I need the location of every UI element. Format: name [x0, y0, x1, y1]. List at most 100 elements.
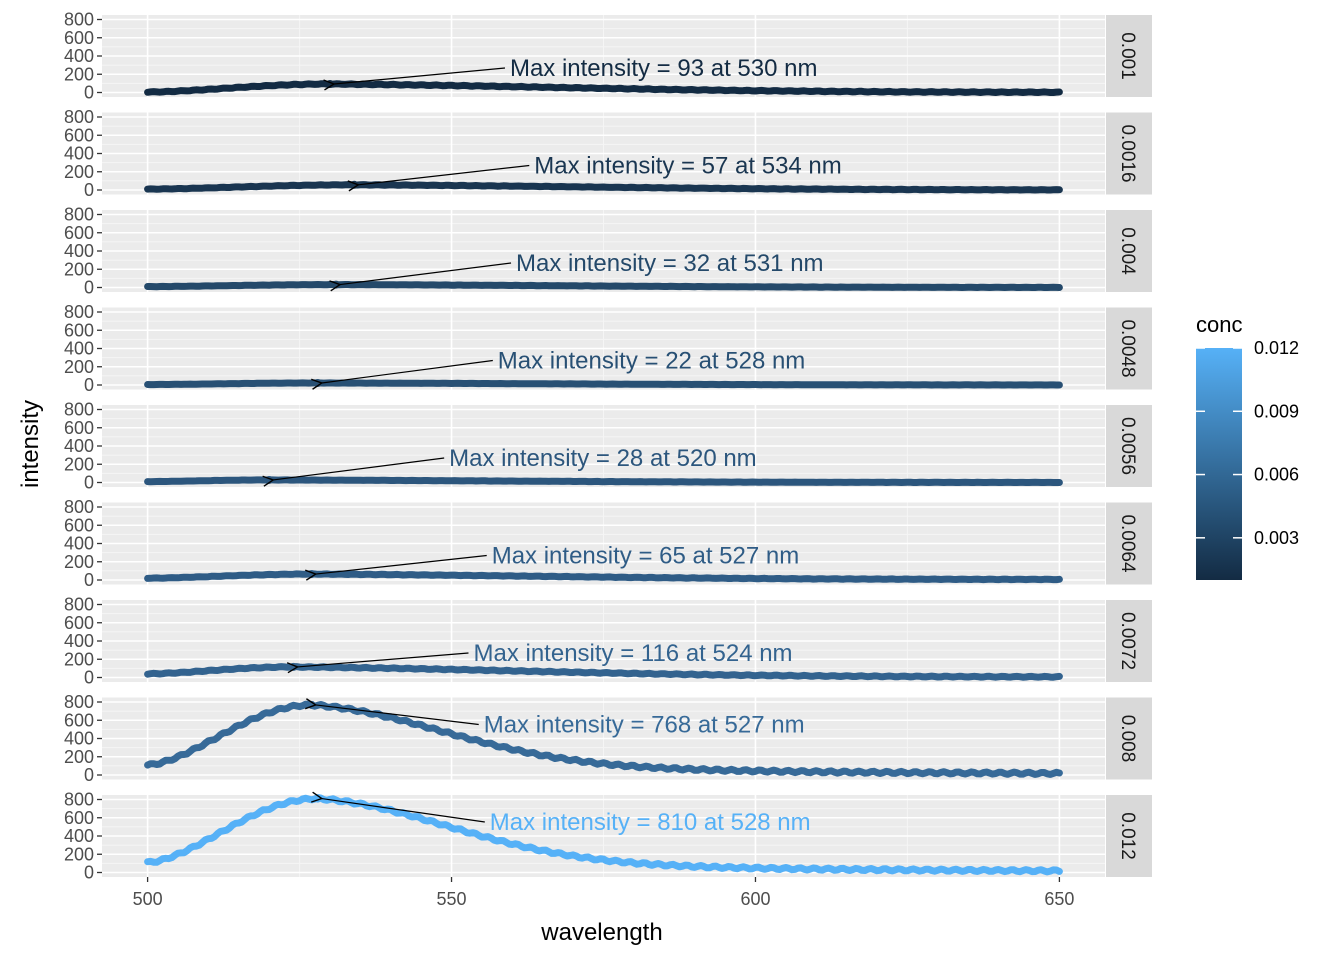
facet-strip: [1106, 502, 1152, 585]
facet-strip: [1106, 15, 1152, 97]
x-axis-title: wavelength: [540, 919, 662, 946]
y-tick-label: 600: [64, 223, 94, 243]
y-tick-label: 600: [64, 613, 94, 633]
y-tick-label: 800: [64, 400, 94, 420]
y-tick-label: 800: [64, 692, 94, 712]
y-tick-label: 800: [64, 595, 94, 615]
y-tick-label: 0: [84, 83, 94, 103]
facet-strip-label: 0.001: [1117, 32, 1138, 80]
x-tick-label: 500: [133, 889, 163, 909]
series-line: [144, 570, 1063, 584]
y-tick-label: 600: [64, 28, 94, 48]
annotation-text: Max intensity = 93 at 530 nm: [510, 55, 817, 82]
peak-point: [325, 80, 334, 89]
series-line: [144, 794, 1063, 876]
y-tick-label: 800: [64, 10, 94, 30]
annotation-text: Max intensity = 28 at 520 nm: [449, 445, 757, 472]
x-tick-label: 600: [740, 889, 770, 909]
peak-point: [313, 794, 322, 803]
y-tick-label: 0: [84, 180, 94, 200]
y-tick-label: 400: [64, 534, 94, 554]
y-tick-label: 400: [64, 631, 94, 651]
facet-strip-label: 0.0048: [1117, 319, 1138, 377]
legend-tick-label: 0.012: [1254, 338, 1299, 358]
y-tick-label: 200: [64, 259, 94, 279]
y-tick-label: 200: [64, 64, 94, 84]
series-line: [144, 700, 1063, 778]
peak-point: [265, 475, 274, 484]
y-tick-label: 800: [64, 107, 94, 127]
annotation-text: Max intensity = 57 at 534 nm: [534, 153, 842, 180]
annotation-text: Max intensity = 32 at 531 nm: [516, 250, 824, 277]
annotation-text: Max intensity = 768 at 527 nm: [484, 712, 805, 739]
annotation-arrow: [273, 457, 445, 480]
peak-point: [307, 570, 316, 579]
series-line: [144, 181, 1063, 194]
facet-strip-label: 0.004: [1117, 227, 1138, 275]
y-tick-label: 400: [64, 46, 94, 66]
facet-strip-label: 0.0016: [1117, 124, 1138, 182]
facet-strip: [1106, 795, 1152, 877]
y-tick-label: 600: [64, 418, 94, 438]
y-tick-label: 400: [64, 241, 94, 261]
y-tick-label: 0: [84, 375, 94, 395]
annotation-arrow: [316, 705, 479, 726]
y-tick-label: 600: [64, 125, 94, 145]
y-tick-label: 0: [84, 570, 94, 590]
y-tick-label: 800: [64, 790, 94, 810]
y-tick-label: 800: [64, 205, 94, 225]
facet-strip: [1106, 112, 1152, 195]
y-tick-label: 200: [64, 747, 94, 767]
legend-colorbar: [1196, 348, 1242, 580]
y-tick-label: 200: [64, 357, 94, 377]
legend-tick-label: 0.006: [1254, 465, 1299, 485]
peak-point: [313, 378, 322, 387]
series-line: [144, 80, 1063, 96]
y-tick-label: 600: [64, 320, 94, 340]
x-axis: 500 550 600 650: [133, 877, 1074, 909]
annotation-arrow: [358, 164, 530, 185]
facet-strip-label: 0.008: [1117, 715, 1138, 763]
annotation-text: Max intensity = 116 at 524 nm: [473, 640, 792, 667]
annotation-arrow: [297, 652, 469, 667]
y-tick-label: 0: [84, 863, 94, 883]
legend-tick-label: 0.009: [1254, 401, 1299, 421]
y-tick-label: 200: [64, 552, 94, 572]
peak-point: [350, 180, 359, 189]
x-tick-label: 650: [1044, 889, 1074, 909]
annotation-arrow: [322, 359, 493, 383]
y-tick-label: 800: [64, 302, 94, 322]
facet-strip-label: 0.0064: [1117, 514, 1138, 573]
y-tick-label: 600: [64, 515, 94, 535]
y-tick-label: 200: [64, 844, 94, 864]
peak-point: [289, 662, 298, 671]
legend-title: conc: [1196, 312, 1242, 337]
peak-point: [332, 280, 341, 289]
y-tick-label: 0: [84, 668, 94, 688]
annotation-arrow: [340, 262, 512, 285]
series-line: [144, 476, 1063, 486]
y-axis-title: intensity: [17, 400, 44, 488]
y-tick-label: 0: [84, 278, 94, 298]
series-line: [144, 379, 1063, 389]
facet-strip: [1106, 600, 1152, 682]
x-tick-label: 550: [437, 889, 467, 909]
annotation-text: Max intensity = 65 at 527 nm: [492, 543, 800, 570]
facet-strip: [1106, 697, 1152, 780]
facet-strip: [1106, 405, 1152, 487]
annotation-arrow: [334, 67, 506, 84]
y-tick-label: 400: [64, 436, 94, 456]
y-tick-label: 400: [64, 729, 94, 749]
legend-ticks: 0.003 0.006 0.009 0.012: [1196, 338, 1299, 548]
y-tick-label: 200: [64, 162, 94, 182]
y-tick-label: 0: [84, 473, 94, 493]
y-tick-label: 800: [64, 497, 94, 517]
y-tick-label: 200: [64, 454, 94, 474]
y-tick-label: 0: [84, 765, 94, 785]
